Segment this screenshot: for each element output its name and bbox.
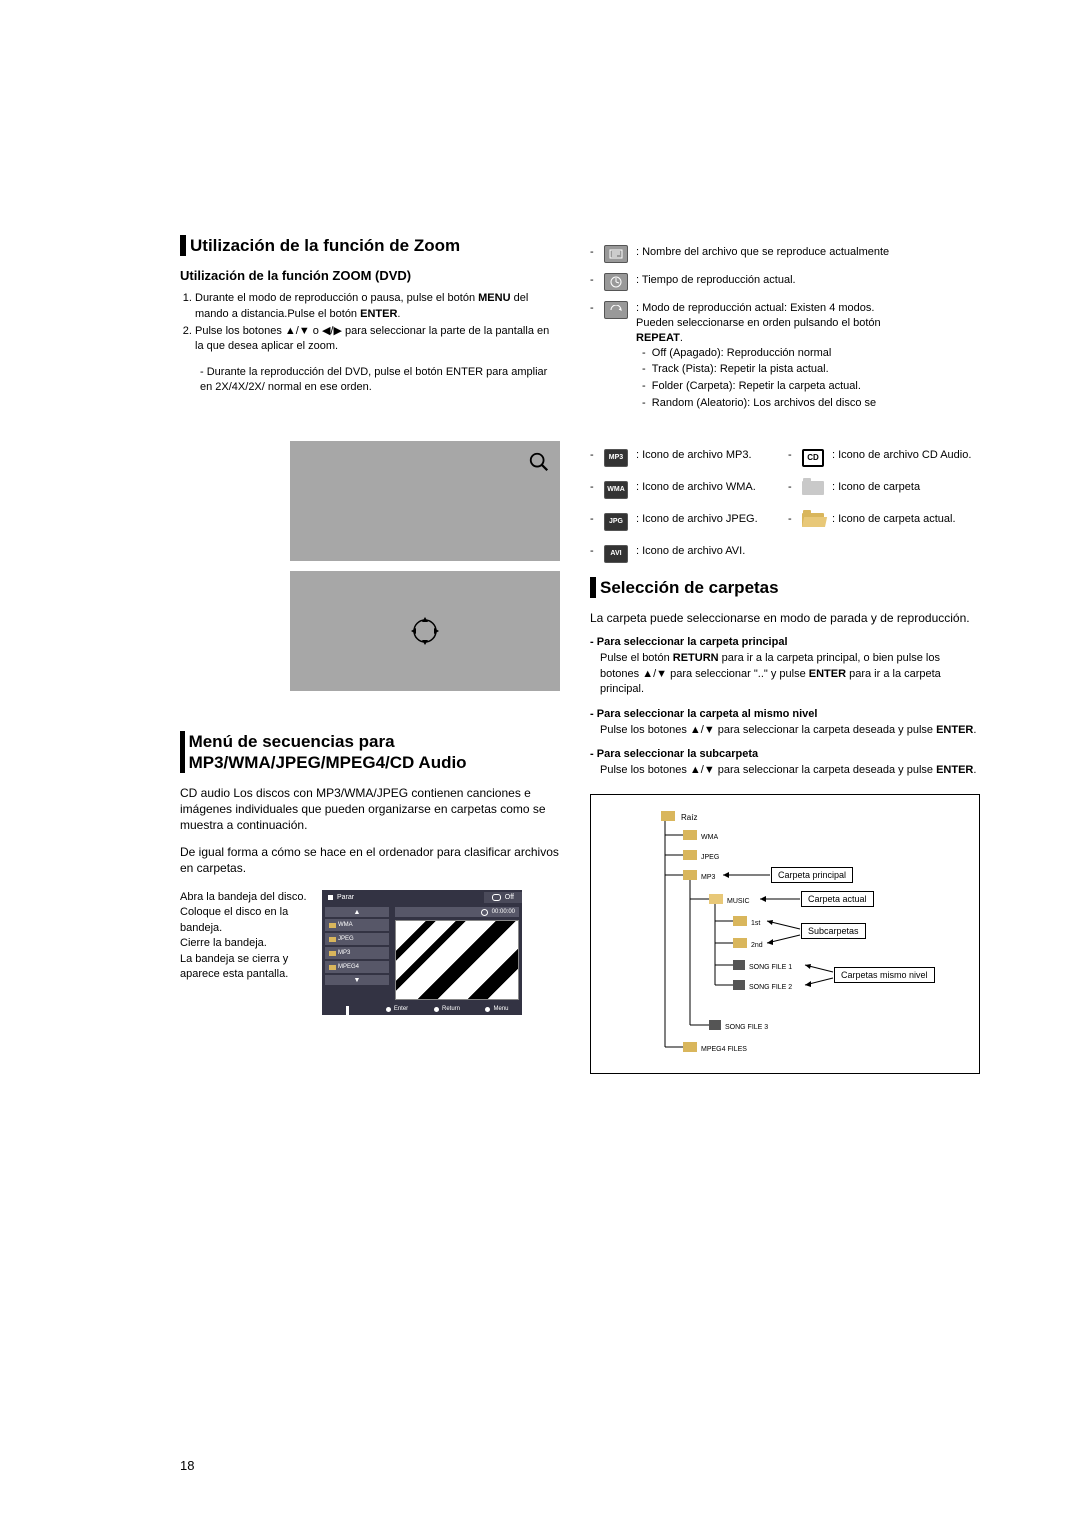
sel-parent-body: Pulse el botón RETURN para ir a la carpe… [600, 651, 980, 697]
time-desc: : Tiempo de reproducción actual. [636, 273, 980, 288]
svg-text:SONG FILE 3: SONG FILE 3 [725, 1024, 768, 1031]
menu-title: Menú de secuencias para MP3/WMA/JPEG/MPE… [189, 731, 560, 774]
zoom-substep: Durante la reproducción del DVD, pulse e… [200, 365, 560, 396]
svg-text:SONG FILE 2: SONG FILE 2 [749, 984, 792, 991]
filename-desc: : Nombre del archivo que se reproduce ac… [636, 245, 980, 260]
directional-icon [409, 615, 441, 647]
filename-icon [604, 245, 628, 263]
jpg-icon: JPG [604, 513, 628, 531]
menu-body2: De igual forma a cómo se hace en el orde… [180, 844, 560, 876]
svg-text:MUSIC: MUSIC [727, 898, 750, 905]
time-icon [604, 273, 628, 291]
repeat-mode-icon [604, 301, 628, 319]
cd-desc: : Icono de archivo CD Audio. [832, 449, 971, 461]
wma-icon: WMA [604, 481, 628, 499]
zoom-subheading: Utilización de la función ZOOM (DVD) [180, 268, 560, 283]
cd-icon: CD [802, 449, 824, 467]
label-sub: Subcarpetas [801, 923, 866, 939]
svg-text:MP3: MP3 [701, 874, 716, 881]
svg-text:1st: 1st [751, 920, 760, 927]
zoom-steps: Durante el modo de reproducción o pausa,… [195, 291, 560, 355]
sel-same-body: Pulse los botones ▲/▼ para seleccionar l… [600, 723, 980, 738]
right-column: - : Nombre del archivo que se reproduce … [590, 235, 980, 1074]
sel-same-heading: Para seleccionar la carpeta al mismo niv… [590, 708, 980, 720]
folder-tree: Raíz WMA JPEG MP3 [590, 794, 980, 1074]
svg-text:JPEG: JPEG [701, 854, 719, 861]
player-mockup: Parar Off ▲ WMA JPEG MP3 MPEG4 ▼ 00:00:0… [322, 890, 522, 1015]
avi-desc: : Icono de archivo AVI. [636, 545, 745, 557]
svg-text:MPEG4 FILES: MPEG4 FILES [701, 1046, 747, 1053]
magnifier-icon [528, 451, 550, 473]
svg-text:Raíz: Raíz [681, 813, 697, 822]
sel-parent-heading: Para seleccionar la carpeta principal [590, 636, 980, 648]
menu-body1: CD audio Los discos con MP3/WMA/JPEG con… [180, 785, 560, 834]
mp3-desc: : Icono de archivo MP3. [636, 449, 752, 461]
repeat-desc: : Modo de reproducción actual: Existen 4… [636, 301, 980, 413]
svg-text:WMA: WMA [701, 834, 718, 841]
zoom-title: Utilización de la función de Zoom [190, 235, 460, 256]
cur-folder-desc: : Icono de carpeta actual. [832, 513, 956, 525]
open-folder-icon [802, 513, 824, 527]
folder-section-title: Selección de carpetas [600, 577, 779, 598]
wma-desc: : Icono de archivo WMA. [636, 481, 756, 493]
svg-text:SONG FILE 1: SONG FILE 1 [749, 964, 792, 971]
svg-text:2nd: 2nd [751, 942, 763, 949]
label-current: Carpeta actual [801, 891, 874, 907]
page-number: 18 [180, 1458, 194, 1473]
folder-section-header: Selección de carpetas [590, 577, 980, 598]
label-parent: Carpeta principal [771, 867, 853, 883]
folder-icon [802, 481, 824, 495]
sel-sub-heading: Para seleccionar la subcarpeta [590, 748, 980, 760]
zoom-display [290, 441, 560, 691]
sel-sub-body: Pulse los botones ▲/▼ para seleccionar l… [600, 763, 980, 778]
left-column: Utilización de la función de Zoom Utiliz… [180, 235, 560, 1074]
folder-desc: : Icono de carpeta [832, 481, 920, 493]
menu-section-header: Menú de secuencias para MP3/WMA/JPEG/MPE… [180, 731, 560, 774]
label-same: Carpetas mismo nivel [834, 967, 935, 983]
mp3-icon: MP3 [604, 449, 628, 467]
folder-intro: La carpeta puede seleccionarse en modo d… [590, 610, 980, 626]
avi-icon: AVI [604, 545, 628, 563]
jpg-desc: : Icono de archivo JPEG. [636, 513, 758, 525]
media-instructions: Abra la bandeja del disco. Coloque el di… [180, 890, 310, 1015]
zoom-section-header: Utilización de la función de Zoom [180, 235, 560, 256]
